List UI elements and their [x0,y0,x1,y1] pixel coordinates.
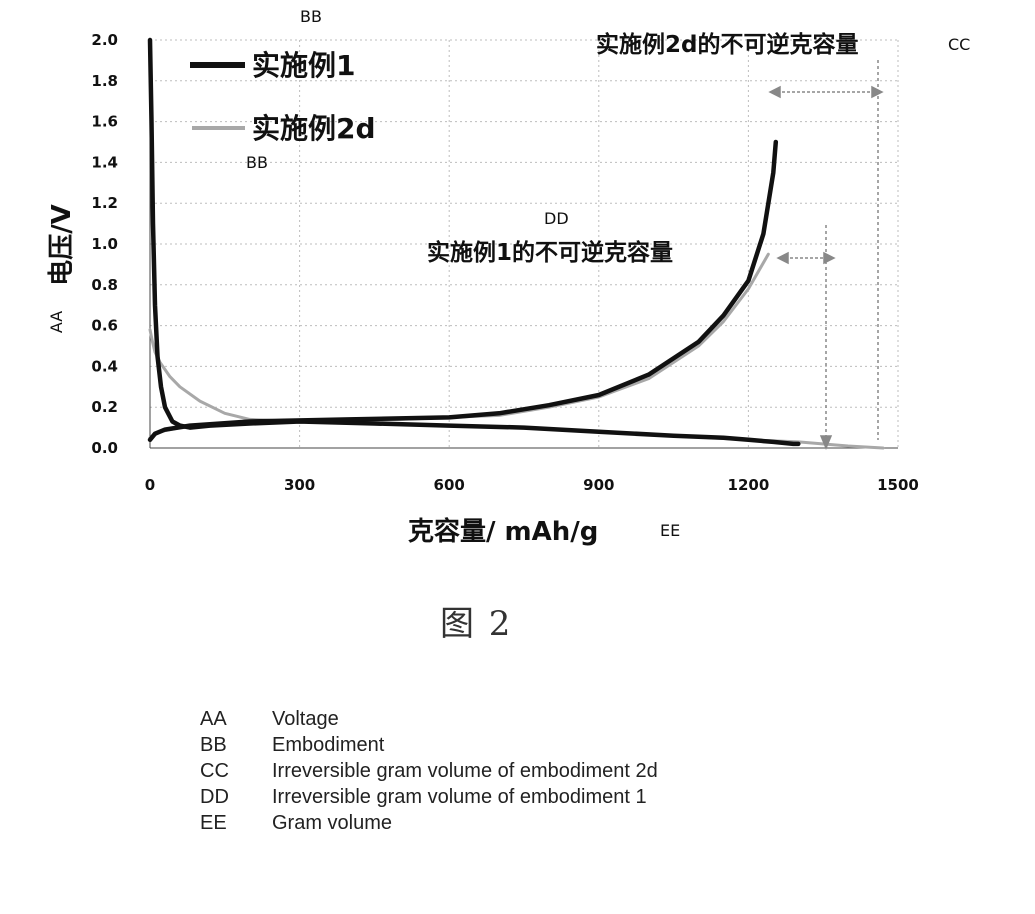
x-tick-label: 900 [583,476,614,494]
y-tick-label: 1.6 [91,113,118,131]
legend-label-series-1: 实施例1 [252,49,355,82]
x-tick-label: 600 [434,476,465,494]
glossary-code: DD [200,784,272,810]
y-tick-label: 0.8 [91,276,118,294]
y-axis-code: AA [47,311,66,333]
legend-code-middle: BB [246,153,268,172]
x-tick-label: 300 [284,476,315,494]
x-tick-label: 0 [145,476,155,494]
glossary-text: Voltage [272,708,339,730]
glossary-code: CC [200,758,272,784]
chart: 0.0 0.2 0.4 0.6 0.8 1.0 1.2 1.4 1.6 1.8 2.0 0 300 60… [0,0,1035,590]
glossary-row: AAVoltage [200,706,658,732]
y-tick-label: 0.0 [91,439,118,457]
glossary-row: EEGram volume [200,810,658,836]
y-tick-label: 1.2 [91,194,118,212]
x-axis-title: 克容量/ mAh/g [408,516,598,547]
glossary-code: EE [200,810,272,836]
dd-arrowhead-left [778,253,788,263]
series-2-discharge-line [150,330,883,448]
x-tick-label: 1500 [877,476,919,494]
annotation-arrows [770,60,882,448]
legend-label-series-2: 实施例2d [252,112,376,145]
y-tick-label: 1.4 [91,153,118,171]
legend: 实施例1 实施例2d BB BB [190,7,376,172]
y-tick-label: 1.0 [91,235,118,253]
glossary-code: BB [200,732,272,758]
annotation-cc-text: 实施例2d的不可逆克容量 [596,31,858,58]
glossary-text: Irreversible gram volume of embodiment 1 [272,786,647,808]
dd-arrowhead-down [821,436,831,448]
x-axis-code: EE [660,521,680,540]
glossary-row: CCIrreversible gram volume of embodiment… [200,758,658,784]
figure-caption: 图 2 [440,596,512,645]
series-1-charge-line [150,142,776,440]
annotation-cc-code: CC [948,35,970,54]
glossary-row: DDIrreversible gram volume of embodiment… [200,784,658,810]
x-tick-label: 1200 [728,476,770,494]
y-tick-label: 1.8 [91,72,118,90]
cc-arrowhead-left [770,87,780,97]
glossary-text: Embodiment [272,734,384,756]
annotation-dd-text: 实施例1的不可逆克容量 [427,239,673,266]
series-2-charge-line [150,254,768,438]
glossary-code: AA [200,706,272,732]
y-axis-title: 电压/V [47,204,77,286]
glossary: AAVoltage BBEmbodiment CCIrreversible gr… [200,706,658,836]
y-tick-label: 0.6 [91,317,118,335]
cc-arrowhead-right [872,87,882,97]
glossary-row: BBEmbodiment [200,732,658,758]
y-tick-label: 0.2 [91,398,118,416]
y-tick-label: 2.0 [91,31,118,49]
y-tick-label: 0.4 [91,357,118,375]
legend-code-top: BB [300,7,322,26]
glossary-text: Gram volume [272,812,392,834]
x-tick-labels: 0 300 600 900 1200 1500 [145,476,919,494]
glossary-text: Irreversible gram volume of embodiment 2… [272,760,658,782]
y-tick-labels: 0.0 0.2 0.4 0.6 0.8 1.0 1.2 1.4 1.6 1.8 2.0 [91,31,118,457]
annotation-dd-code: DD [544,209,569,228]
